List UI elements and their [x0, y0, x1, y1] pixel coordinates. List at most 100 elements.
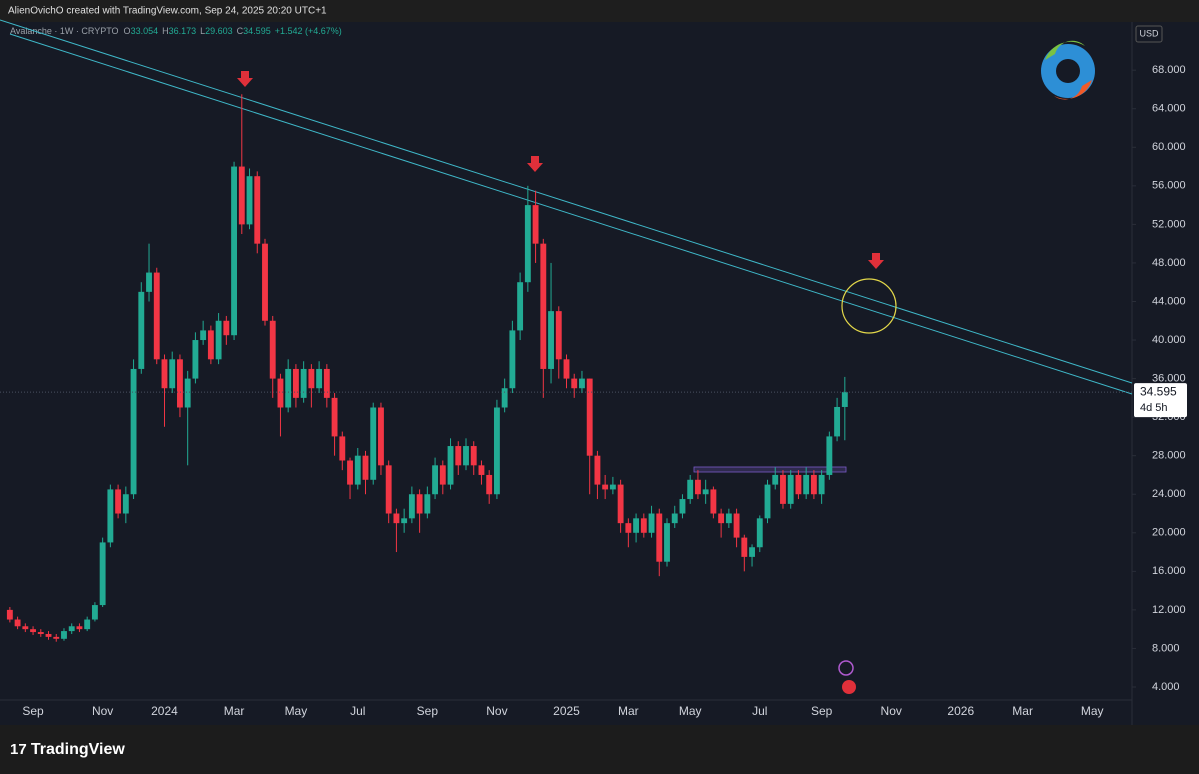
last-price: 34.595 — [1140, 384, 1177, 398]
candle-body — [694, 479, 701, 495]
x-tick-label: Sep — [22, 704, 44, 718]
last-price-box — [1134, 383, 1187, 418]
x-tick-label: May — [285, 704, 308, 718]
candle-body — [6, 609, 13, 620]
x-tick-label: Mar — [618, 704, 639, 718]
x-tick-label: Jul — [752, 704, 767, 718]
trendline — [9, 33, 1133, 395]
y-tick-label: 8.000 — [1152, 642, 1180, 654]
candle-body — [416, 494, 423, 514]
legend-high: 36.173 — [169, 26, 197, 36]
candle-body — [177, 359, 183, 408]
candle-body — [254, 176, 261, 244]
logo-hole — [1056, 59, 1080, 83]
candle-body — [810, 474, 817, 495]
candles — [6, 94, 848, 642]
candle-body — [741, 537, 748, 557]
candle-body — [408, 494, 415, 519]
candle-body — [841, 392, 848, 407]
candle-body — [795, 474, 802, 495]
logo-part — [1045, 40, 1085, 60]
candle-body — [223, 320, 230, 336]
candle-body — [200, 330, 207, 341]
candle-body — [238, 166, 245, 225]
candle-body — [231, 166, 238, 336]
candle-body — [594, 455, 601, 485]
candle-body — [262, 243, 268, 321]
candle-body — [772, 474, 779, 485]
candle-body — [764, 484, 771, 519]
highlight-circle — [841, 278, 897, 334]
legend-close-label: C — [237, 26, 244, 36]
candle-body — [207, 330, 214, 360]
x-tick-label: Sep — [811, 704, 833, 718]
legend-low-label: L — [200, 26, 205, 36]
legend-close: 34.595 — [243, 26, 271, 36]
candle-body — [153, 272, 160, 360]
candle-body — [702, 489, 709, 495]
y-tick-label: 28.000 — [1152, 450, 1186, 462]
candle-body — [84, 619, 91, 630]
candle-body — [424, 494, 431, 514]
candle-body — [122, 494, 129, 514]
candle-body — [540, 243, 547, 369]
x-tick-label: Mar — [224, 704, 245, 718]
currency: USD — [1139, 28, 1159, 38]
candle-body — [617, 484, 624, 524]
candle-body — [463, 446, 469, 466]
candle-body — [818, 474, 825, 495]
x-tick-label: 2026 — [947, 704, 974, 718]
candle-body — [393, 513, 400, 524]
arrow — [868, 253, 884, 269]
candle-body — [640, 518, 647, 533]
candle-body — [501, 388, 508, 408]
x-tick-label: Sep — [417, 704, 439, 718]
candle-body — [192, 340, 199, 379]
candle-body — [834, 406, 841, 437]
brand-name: TradingView — [31, 741, 126, 758]
candle-body — [486, 474, 493, 495]
legend-low: 29.603 — [205, 26, 233, 36]
y-tick-label: 60.000 — [1152, 141, 1186, 153]
y-tick-label: 52.000 — [1152, 218, 1186, 230]
countdown: 4d 5h — [1140, 402, 1168, 414]
candle-body — [14, 619, 21, 627]
candle-body — [664, 523, 670, 562]
candle-body — [609, 484, 616, 490]
arrow — [237, 71, 253, 87]
x-tick-label: May — [679, 704, 702, 718]
brand: 17 TradingView — [10, 741, 125, 758]
candle-body — [45, 633, 52, 637]
candle-body — [68, 626, 75, 632]
candle-body — [432, 465, 439, 495]
event-icon — [842, 680, 856, 694]
candle-body — [718, 513, 725, 524]
candle-body — [91, 605, 98, 620]
y-tick-label: 16.000 — [1152, 565, 1186, 577]
y-tick-label: 20.000 — [1152, 527, 1186, 539]
legend-high-label: H — [162, 26, 169, 36]
y-tick-label: 12.000 — [1152, 604, 1186, 616]
x-tick-label: 2024 — [151, 704, 178, 718]
candle-body — [602, 484, 609, 490]
candle-body — [656, 513, 663, 562]
candle-body — [61, 631, 67, 639]
candle-body — [316, 368, 323, 389]
candle-body — [725, 513, 732, 524]
legend-open-label: O — [124, 26, 131, 36]
y-tick-label: 24.000 — [1152, 488, 1186, 500]
candle-body — [687, 479, 694, 500]
x-tick-label: Nov — [92, 704, 113, 718]
footer-bar — [0, 725, 1199, 774]
candle-body — [308, 368, 315, 389]
candle-body — [378, 407, 384, 466]
candle-body — [22, 626, 29, 630]
candle-body — [323, 368, 330, 398]
candle-body — [524, 205, 531, 283]
y-tick-label: 56.000 — [1152, 180, 1186, 192]
candle-body — [787, 474, 794, 504]
candle-body — [269, 320, 276, 379]
candle-body — [648, 513, 655, 533]
